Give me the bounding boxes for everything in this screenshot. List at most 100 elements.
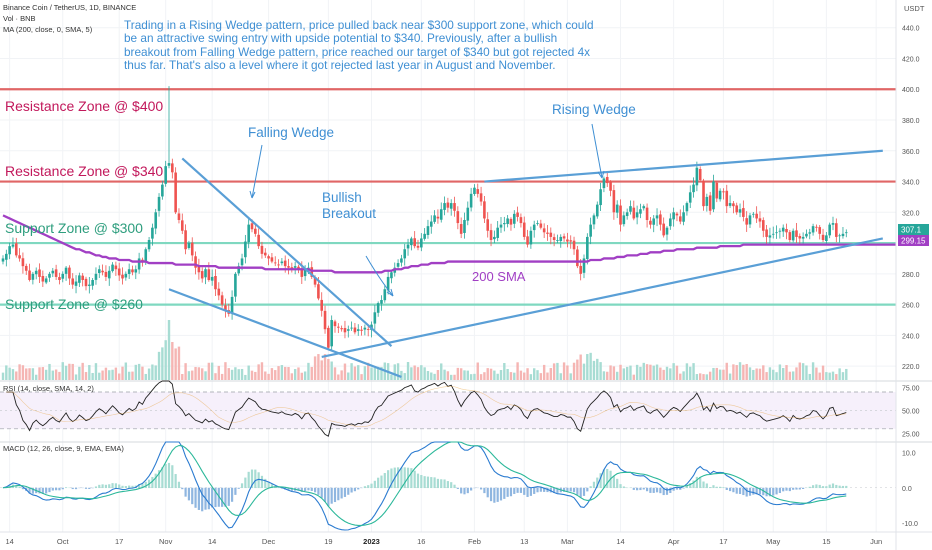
- time-tick-label: Feb: [468, 537, 481, 546]
- candle-body: [705, 196, 709, 206]
- volume-bar: [772, 369, 775, 380]
- falling-wedge-arrowhead: [249, 190, 256, 199]
- macd-histogram-bar: [347, 487, 350, 495]
- volume-bar: [489, 368, 493, 380]
- candle-body: [48, 273, 51, 278]
- falling-wedge-arrow: [251, 144, 263, 199]
- macd-histogram-bar: [622, 486, 625, 489]
- macd-histogram-bar: [101, 484, 104, 489]
- macd-histogram-bar: [576, 487, 579, 495]
- candle-body: [180, 220, 184, 231]
- macd-histogram-bar: [639, 487, 642, 491]
- volume-bar: [277, 366, 280, 380]
- volume-bars: [1, 320, 848, 380]
- candle-body: [569, 240, 573, 242]
- candle-body: [735, 205, 739, 213]
- volume-bar: [582, 363, 586, 380]
- volume-bar: [675, 365, 679, 380]
- volume-bar: [805, 365, 808, 380]
- volume-bar: [144, 373, 147, 380]
- macd-histogram-bar: [795, 487, 798, 490]
- macd-histogram-bar: [217, 487, 220, 507]
- candle-body: [58, 277, 61, 280]
- volume-bar: [290, 373, 294, 380]
- candle-body: [748, 215, 752, 225]
- candle-body: [609, 181, 612, 191]
- volume-bar: [257, 364, 260, 380]
- volume-bar: [559, 373, 562, 380]
- volume-bar: [426, 371, 430, 380]
- macd-histogram-bar: [582, 487, 586, 496]
- macd-histogram-bar: [599, 473, 602, 489]
- macd-histogram-bar: [642, 487, 645, 490]
- volume-bar: [712, 367, 715, 380]
- volume-bar: [785, 365, 788, 380]
- candle-body: [373, 312, 377, 324]
- candle-body: [496, 227, 499, 238]
- macd-histogram-bar: [307, 487, 310, 491]
- candle-body: [459, 224, 463, 234]
- volume-bar: [284, 366, 287, 380]
- macd-line: [2, 441, 847, 531]
- volume-bar: [174, 348, 177, 380]
- volume-bar: [118, 373, 121, 380]
- volume-bar: [493, 370, 496, 380]
- candle-body: [695, 167, 699, 186]
- volume-bar: [201, 368, 204, 380]
- candle-body: [28, 270, 31, 280]
- macd-histogram-bar: [410, 468, 413, 489]
- volume-bar: [788, 371, 792, 380]
- macd-histogram-bar: [572, 487, 576, 493]
- candle-body: [84, 278, 88, 287]
- macd-histogram-bar: [94, 486, 98, 489]
- candle-body: [337, 326, 340, 328]
- volume-bar: [234, 367, 237, 380]
- volume-bar: [194, 366, 197, 380]
- volume-bar: [264, 371, 267, 380]
- volume-bar: [237, 369, 240, 380]
- candle-body: [835, 223, 838, 237]
- candle-body: [493, 236, 496, 240]
- volume-bar: [410, 367, 413, 380]
- candle-body: [200, 271, 204, 279]
- candle-body: [738, 209, 742, 213]
- price-tick-label: 360.0: [902, 149, 920, 156]
- volume-bar: [403, 373, 406, 380]
- macd-histogram-bar: [290, 487, 293, 491]
- volume-legend: Vol · BNB: [3, 14, 36, 23]
- candle-body: [333, 321, 337, 327]
- candle-body: [433, 215, 436, 222]
- candle-body: [669, 218, 672, 227]
- volume-bar: [566, 365, 569, 380]
- candle-body: [283, 260, 287, 267]
- macd-histogram-bar: [201, 487, 204, 512]
- macd-histogram-bar: [509, 487, 513, 497]
- volume-bar: [310, 366, 313, 380]
- sma-line: [2, 214, 897, 274]
- candle-body: [645, 207, 649, 220]
- macd-histogram-bar: [320, 487, 323, 498]
- macd-histogram-bar: [443, 479, 446, 489]
- candle-body: [828, 224, 831, 236]
- volume-bar: [137, 363, 141, 380]
- volume-bar: [722, 369, 725, 380]
- volume-bar: [798, 362, 801, 380]
- macd-histogram-bar: [765, 487, 768, 497]
- macd-histogram-bar: [187, 487, 191, 501]
- macd-histogram-bar: [705, 483, 708, 489]
- volume-bar: [28, 368, 31, 380]
- macd-histogram-bar: [553, 487, 556, 493]
- macd-histogram-bar: [679, 487, 682, 490]
- volume-bar: [333, 367, 337, 380]
- macd-histogram-bar: [230, 487, 234, 502]
- volume-bar: [101, 370, 104, 380]
- candle-body: [622, 215, 626, 225]
- candle-body: [260, 245, 264, 254]
- macd-histogram-bar: [655, 487, 659, 493]
- volume-bar: [167, 320, 171, 380]
- volume-bar: [453, 374, 456, 380]
- volume-bar: [552, 363, 556, 380]
- volume-bar: [25, 368, 28, 380]
